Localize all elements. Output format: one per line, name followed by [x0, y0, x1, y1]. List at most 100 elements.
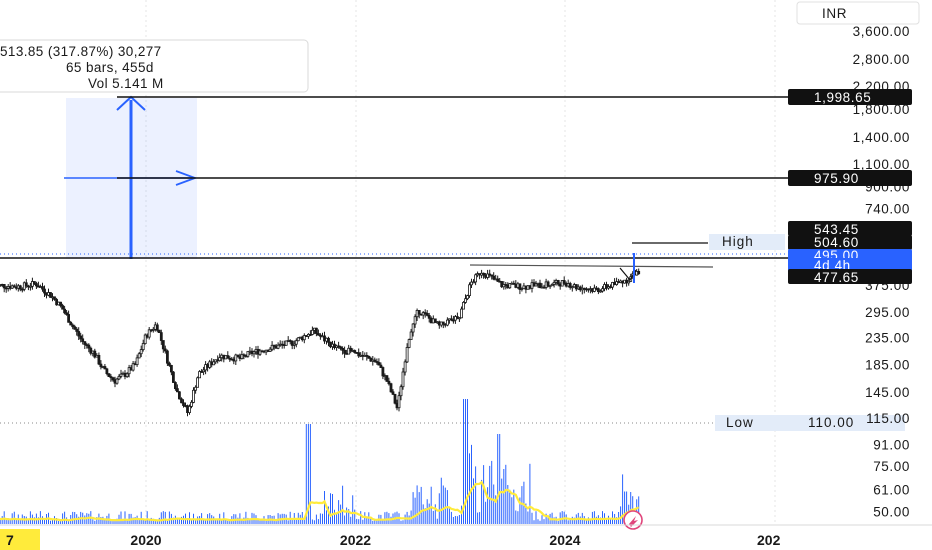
candle-body [180, 398, 183, 404]
candle-body [284, 340, 288, 346]
candle-body [470, 281, 473, 286]
candle-body [466, 295, 469, 300]
candles [0, 268, 641, 417]
low-label-box [715, 415, 905, 431]
candle-body [33, 281, 36, 284]
candle-body [77, 331, 81, 337]
candle-body [546, 281, 550, 287]
candle-body [95, 354, 99, 358]
candle-body [433, 318, 437, 323]
candle-body [149, 329, 153, 332]
x-axis-left-highlight [0, 529, 40, 550]
candle-body [474, 274, 478, 283]
candle-body [63, 308, 66, 314]
candle-body [393, 393, 397, 404]
candle-body [236, 354, 240, 358]
candle-body [460, 308, 463, 319]
candle-body [43, 288, 46, 294]
candle-body [411, 323, 415, 333]
candle-body [637, 270, 641, 275]
candle-body [188, 405, 191, 413]
candle-body [385, 375, 389, 382]
candle-body [302, 335, 306, 341]
candle-body [93, 350, 97, 358]
candle-body [41, 286, 44, 290]
candle-body [18, 285, 22, 290]
measure-info-box [0, 39, 309, 93]
candle-body [49, 292, 52, 298]
price-tag-504[interactable]: 504.60 [788, 235, 912, 250]
candle-body [220, 354, 224, 359]
candle-body [173, 382, 177, 389]
candle-body [192, 389, 195, 403]
candle-body [147, 329, 151, 338]
candle-body [367, 355, 371, 359]
candle-body [391, 391, 395, 395]
candle-body [155, 324, 159, 331]
y-tick-label: 295.00 [865, 305, 910, 320]
candle-body [292, 343, 296, 346]
candle-body [190, 401, 193, 407]
y-tick-label: 1,800.00 [853, 102, 910, 117]
candle-body [486, 273, 490, 278]
candle-body [212, 361, 216, 366]
candle-body [234, 354, 238, 362]
candle-body [308, 333, 312, 336]
measure-info-line3: Vol 5.141 M [88, 76, 164, 91]
candle-body [556, 279, 560, 285]
candle-body [127, 367, 131, 375]
candle-body [105, 368, 109, 374]
candle-body [425, 312, 429, 316]
candle-body [343, 349, 347, 354]
measure-info-line1: 513.85 (317.87%) 30,277 [0, 44, 162, 59]
currency-box[interactable] [796, 1, 920, 25]
candle-body [339, 346, 343, 349]
candle-body [353, 350, 357, 353]
candle-body [73, 326, 77, 330]
price-tag-543[interactable]: 543.45 [788, 221, 912, 237]
lightning-icon[interactable] [623, 510, 643, 530]
candle-body [357, 352, 361, 357]
svg-text:1,998.65: 1,998.65 [814, 90, 871, 105]
candle-body [143, 334, 147, 345]
candle-body [627, 280, 631, 284]
svg-text:477.65: 477.65 [814, 270, 859, 285]
consolidation-top-line[interactable] [469, 264, 714, 268]
candle-body [582, 287, 586, 290]
price-tag-477[interactable]: 477.65 [788, 269, 912, 285]
candle-body [125, 373, 129, 377]
candle-body [482, 272, 486, 276]
candle-body [252, 351, 256, 355]
candle-body [409, 331, 413, 340]
candle-body [625, 279, 628, 284]
candle-body [413, 316, 417, 325]
price-tag-target1[interactable]: 975.90 [788, 170, 912, 186]
y-tick-label: 75.00 [873, 459, 910, 474]
candle-body [2, 283, 6, 289]
candle-body [490, 274, 494, 277]
candle-body [407, 339, 411, 348]
candle-body [296, 337, 300, 342]
candle-body [496, 278, 500, 282]
candle-body [514, 283, 518, 288]
candle-body [397, 395, 401, 409]
low-label: Low [726, 415, 754, 430]
price-tag-target2[interactable]: 1,998.65 [788, 89, 912, 105]
y-tick-label: 91.00 [873, 437, 910, 452]
candle-body [169, 364, 173, 373]
candle-body [512, 282, 516, 285]
candle-body [268, 348, 272, 352]
candle-body [462, 301, 465, 310]
candle-body [379, 364, 383, 369]
candle-body [28, 285, 32, 288]
svg-text:975.90: 975.90 [814, 171, 859, 186]
candle-body [276, 344, 280, 349]
x-axis[interactable]: 2020 2022 2024 [130, 532, 580, 548]
y-tick-label: 2,800.00 [853, 52, 910, 67]
candle-body [568, 283, 572, 288]
candle-body [171, 371, 175, 383]
candle-body [468, 284, 471, 296]
volume-ma-line [0, 480, 640, 522]
candle-body [375, 361, 379, 363]
